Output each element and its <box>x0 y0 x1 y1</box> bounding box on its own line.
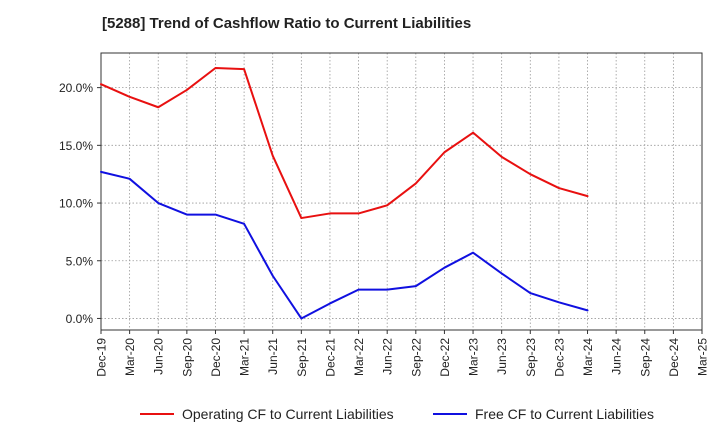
x-tick-label: Jun-21 <box>266 338 280 375</box>
series-line-operating-cf <box>100 67 589 220</box>
x-tick-label: Mar-25 <box>696 338 710 376</box>
x-tick-label: Sep-22 <box>409 338 423 377</box>
y-tick-label: 0.0% <box>66 312 94 326</box>
x-tick-label: Mar-22 <box>352 338 366 376</box>
x-tick-label: Jun-20 <box>152 338 166 375</box>
x-tick-label: Dec-20 <box>209 338 223 377</box>
x-tick-label: Mar-20 <box>123 338 137 376</box>
x-tick-label: Dec-21 <box>323 338 337 377</box>
x-tick-label: Dec-22 <box>438 338 452 377</box>
x-tick-label: Sep-20 <box>180 338 194 377</box>
x-tick-label: Mar-21 <box>238 338 252 376</box>
plot-border <box>100 52 703 331</box>
series-line-free-cf <box>100 170 589 320</box>
x-tick-label: Sep-24 <box>638 338 652 377</box>
x-tick-label: Dec-19 <box>95 338 109 377</box>
legend-label: Operating CF to Current Liabilities <box>182 406 394 422</box>
x-tick-label: Dec-24 <box>667 338 681 377</box>
y-tick-label: 5.0% <box>66 254 94 268</box>
x-tick-label: Sep-23 <box>524 338 538 377</box>
y-tick-label: 10.0% <box>59 197 93 211</box>
x-tick-label: Mar-24 <box>581 338 595 376</box>
x-tick-label: Jun-24 <box>610 338 624 375</box>
legend-label: Free CF to Current Liabilities <box>475 406 654 422</box>
x-tick-label: Sep-21 <box>295 338 309 377</box>
x-tick-label: Jun-22 <box>381 338 395 375</box>
plot-area <box>101 53 702 330</box>
y-tick-label: 15.0% <box>59 139 93 153</box>
x-tick-label: Dec-23 <box>552 338 566 377</box>
x-tick-label: Jun-23 <box>495 338 509 375</box>
chart-title: [5288] Trend of Cashflow Ratio to Curren… <box>102 15 472 32</box>
x-tick-label: Mar-23 <box>467 338 481 376</box>
y-tick-label: 20.0% <box>59 81 93 95</box>
